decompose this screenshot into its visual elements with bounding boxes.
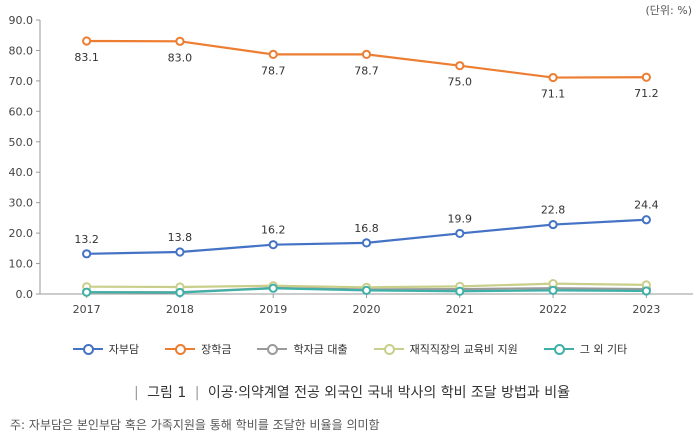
data-point bbox=[268, 283, 278, 293]
x-tick-label: 2019 bbox=[259, 303, 287, 316]
y-tick-label: 50.0 bbox=[9, 136, 34, 149]
x-tick-label: 2020 bbox=[353, 303, 381, 316]
caption-divider-right: | bbox=[194, 385, 200, 401]
data-point bbox=[82, 287, 92, 297]
data-point bbox=[82, 249, 92, 259]
x-tick-label: 2021 bbox=[446, 303, 474, 316]
data-point bbox=[82, 36, 92, 46]
y-tick-label: 30.0 bbox=[9, 197, 34, 210]
unit-label: (단위: %) bbox=[645, 4, 692, 17]
data-point bbox=[641, 72, 651, 82]
legend-item: 그 외 기타 bbox=[543, 340, 628, 358]
data-point bbox=[455, 228, 465, 239]
data-label: 83.0 bbox=[168, 51, 193, 64]
line-chart: 0.0 10.0 20.0 30.0 40.0 50.0 60.0 70.0 80.0 90.0 2… bbox=[9, 14, 693, 316]
footnote: 주: 자부담은 본인부담 혹은 가족지원을 통해 학비를 조달한 비율을 의미함 bbox=[10, 418, 380, 432]
data-point bbox=[268, 240, 278, 250]
data-label: 71.2 bbox=[634, 87, 659, 100]
data-label: 19.9 bbox=[448, 212, 473, 225]
legend-item: 자부담 bbox=[72, 340, 140, 358]
data-label: 13.8 bbox=[168, 231, 193, 244]
legend-swatch bbox=[165, 343, 196, 355]
legend-item: 학자금 대출 bbox=[257, 340, 348, 358]
legend-swatch bbox=[543, 343, 574, 355]
y-tick-label: 10.0 bbox=[9, 258, 34, 271]
data-point bbox=[548, 72, 558, 83]
legend-label: 장학금 bbox=[201, 343, 232, 356]
figure-caption: | 그림 1 | 이공·의약계열 전공 외국인 국내 박사의 학비 조달 방법과… bbox=[0, 382, 700, 402]
y-tick-label: 40.0 bbox=[9, 166, 34, 179]
legend-swatch bbox=[257, 343, 288, 355]
data-point bbox=[175, 287, 185, 298]
data-label: 24.4 bbox=[634, 199, 659, 212]
data-label: 16.8 bbox=[354, 222, 379, 235]
y-tick-label: 60.0 bbox=[9, 105, 34, 118]
figure-number: 그림 1 bbox=[147, 385, 187, 401]
data-point bbox=[361, 285, 372, 295]
x-tick-label: 2023 bbox=[632, 303, 660, 316]
data-label: 83.1 bbox=[74, 51, 99, 64]
legend-item: 장학금 bbox=[165, 340, 231, 358]
data-point bbox=[641, 286, 651, 296]
legend-swatch bbox=[373, 343, 404, 355]
data-label: 71.1 bbox=[541, 88, 566, 101]
data-point bbox=[175, 36, 185, 46]
data-label: 78.7 bbox=[354, 64, 379, 77]
data-point bbox=[548, 219, 558, 230]
data-label: 78.7 bbox=[261, 64, 286, 77]
data-label: 16.2 bbox=[261, 224, 286, 237]
x-tick-label: 2018 bbox=[166, 303, 194, 316]
y-tick-label: 70.0 bbox=[9, 75, 34, 88]
x-tick-label: 2017 bbox=[73, 303, 101, 316]
data-label: 13.2 bbox=[74, 233, 99, 246]
data-point bbox=[548, 285, 558, 295]
legend-label: 자부담 bbox=[108, 343, 140, 356]
data-label: 22.8 bbox=[541, 204, 566, 217]
y-tick-label: 90.0 bbox=[9, 14, 34, 27]
data-point bbox=[268, 49, 278, 60]
figure-title: 이공·의약계열 전공 외국인 국내 박사의 학비 조달 방법과 비율 bbox=[207, 385, 570, 401]
y-tick-label: 80.0 bbox=[9, 44, 34, 57]
data-point bbox=[175, 247, 185, 257]
legend-label: 재직직장의 교육비 지원 bbox=[409, 343, 518, 356]
y-tick-label: 0.0 bbox=[16, 288, 34, 301]
y-tick-label: 20.0 bbox=[9, 227, 34, 240]
legend-label: 학자금 대출 bbox=[293, 343, 348, 356]
data-label: 75.0 bbox=[448, 76, 473, 89]
data-point bbox=[455, 286, 465, 296]
legend-item: 재직직장의 교육비 지원 bbox=[373, 340, 518, 358]
caption-divider-left: | bbox=[134, 385, 139, 401]
legend-label: 그 외 기타 bbox=[579, 343, 628, 356]
legend-swatch bbox=[72, 343, 103, 355]
data-point bbox=[361, 238, 372, 248]
data-point bbox=[641, 215, 651, 225]
chart-legend: 자부담 장학금 학자금 대출 재직직장의 교육비 지원 그 외 기타 bbox=[0, 340, 700, 358]
x-tick-label: 2022 bbox=[539, 303, 567, 316]
data-point bbox=[361, 49, 372, 60]
data-point bbox=[455, 61, 465, 71]
